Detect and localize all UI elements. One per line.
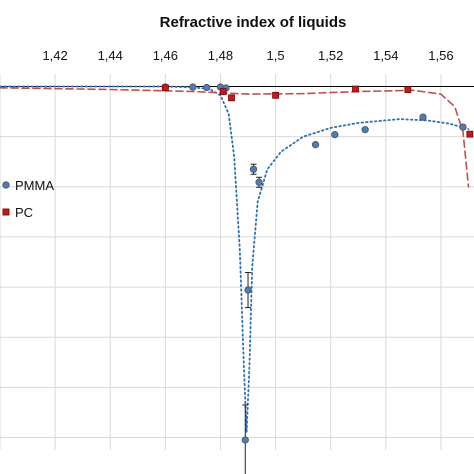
data-point-pc [466,130,474,138]
data-point-pc [352,85,359,93]
x-tick-label: 1,42 [42,48,67,63]
legend: PMMA PC [2,178,54,220]
x-tick-label: 1,44 [98,48,123,63]
legend-item-pmma: PMMA [2,178,54,193]
fit-curve-pmma [0,85,470,433]
data-point-pmma [244,286,252,294]
data-point-pmma [311,141,320,149]
x-tick-label: 1,46 [153,48,178,63]
data-point-pmma [331,131,339,139]
data-point-pmma [459,123,467,131]
data-point-pmma [249,165,258,173]
data-point-pmma [189,83,197,91]
data-point-pmma [203,83,211,92]
data-point-pmma [361,125,369,134]
x-tick-label: 1,54 [373,48,398,63]
data-point-pc [219,88,227,95]
grid [0,74,474,450]
data-point-pc [161,84,169,92]
data-point-pc [272,91,279,99]
data-point-pc [228,94,235,102]
x-tick-label: 1,56 [428,48,453,63]
x-tick-label: 1,48 [208,48,233,63]
legend-label-pc: PC [15,205,33,220]
data-points [161,83,474,474]
data-point-pmma [419,113,427,121]
data-point-pmma [241,436,249,444]
fit-curve-pc [0,87,470,188]
legend-marker-pc [2,208,10,216]
x-tick-label: 1,5 [267,48,285,63]
legend-item-pc: PC [2,205,33,220]
chart-title: Refractive index of liquids [160,14,347,31]
data-point-pmma [255,178,263,186]
data-point-pc [404,86,412,93]
fit-curves [0,85,470,433]
x-tick-label: 1,52 [318,48,343,63]
x-tick-labels: 1,42 1,44 1,46 1,48 1,5 1,52 1,54 1,56 [42,48,453,63]
legend-marker-pmma [2,181,10,189]
legend-label-pmma: PMMA [15,178,54,193]
